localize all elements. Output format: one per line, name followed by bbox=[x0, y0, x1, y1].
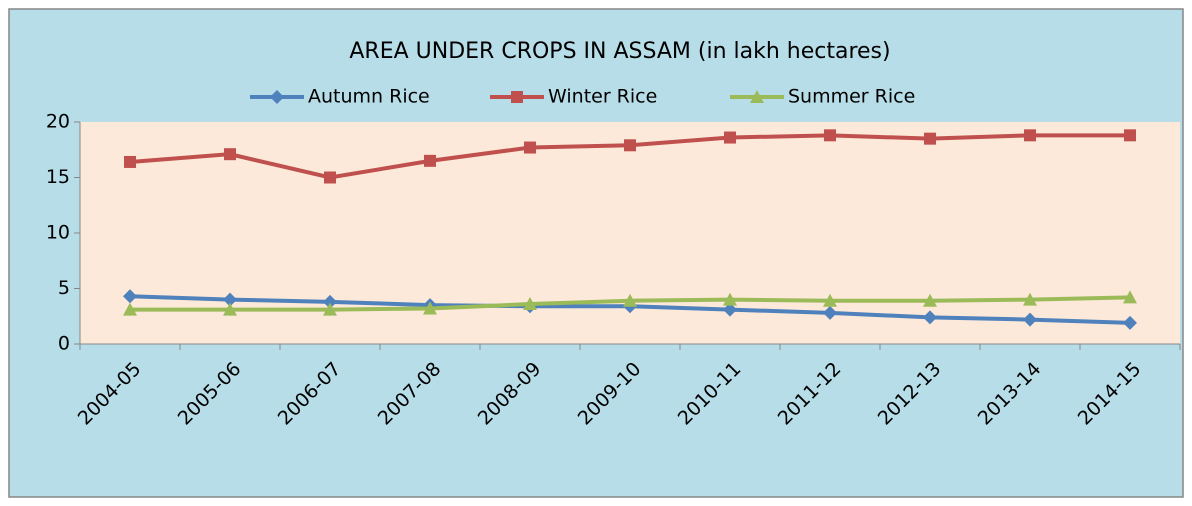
legend-marker bbox=[750, 90, 764, 103]
marker bbox=[1124, 129, 1136, 142]
marker bbox=[1023, 312, 1037, 327]
marker bbox=[624, 139, 636, 152]
y-tick-label: 5 bbox=[58, 277, 70, 299]
y-tick-label: 0 bbox=[58, 333, 70, 355]
marker bbox=[223, 302, 237, 316]
marker bbox=[924, 132, 936, 145]
marker bbox=[324, 171, 336, 184]
marker bbox=[923, 310, 937, 325]
marker bbox=[424, 154, 436, 167]
marker bbox=[223, 292, 237, 307]
marker bbox=[124, 155, 136, 168]
legend-marker bbox=[270, 90, 284, 104]
legend-label: Summer Rice bbox=[788, 86, 915, 108]
marker bbox=[824, 129, 836, 142]
marker bbox=[123, 302, 137, 316]
marker bbox=[823, 293, 837, 307]
marker bbox=[323, 302, 337, 316]
marker bbox=[1023, 292, 1037, 306]
marker bbox=[523, 297, 537, 311]
marker bbox=[623, 293, 637, 307]
marker bbox=[1123, 315, 1137, 330]
y-tick-label: 20 bbox=[46, 111, 70, 133]
marker bbox=[724, 131, 736, 144]
y-tick-label: 15 bbox=[46, 166, 70, 188]
legend-label: Winter Rice bbox=[548, 86, 657, 108]
marker bbox=[524, 141, 536, 154]
marker bbox=[123, 289, 137, 304]
marker bbox=[224, 148, 236, 161]
marker bbox=[723, 302, 737, 317]
marker bbox=[1123, 290, 1137, 304]
marker bbox=[723, 292, 737, 306]
legend-label: Autumn Rice bbox=[308, 86, 430, 108]
chart-title: AREA UNDER CROPS IN ASSAM (in lakh hecta… bbox=[349, 39, 890, 64]
y-tick-label: 10 bbox=[46, 222, 70, 244]
marker bbox=[323, 294, 337, 309]
legend-marker bbox=[511, 91, 523, 103]
marker bbox=[923, 293, 937, 307]
marker bbox=[423, 301, 437, 315]
marker bbox=[1024, 129, 1036, 142]
marker bbox=[823, 305, 837, 320]
